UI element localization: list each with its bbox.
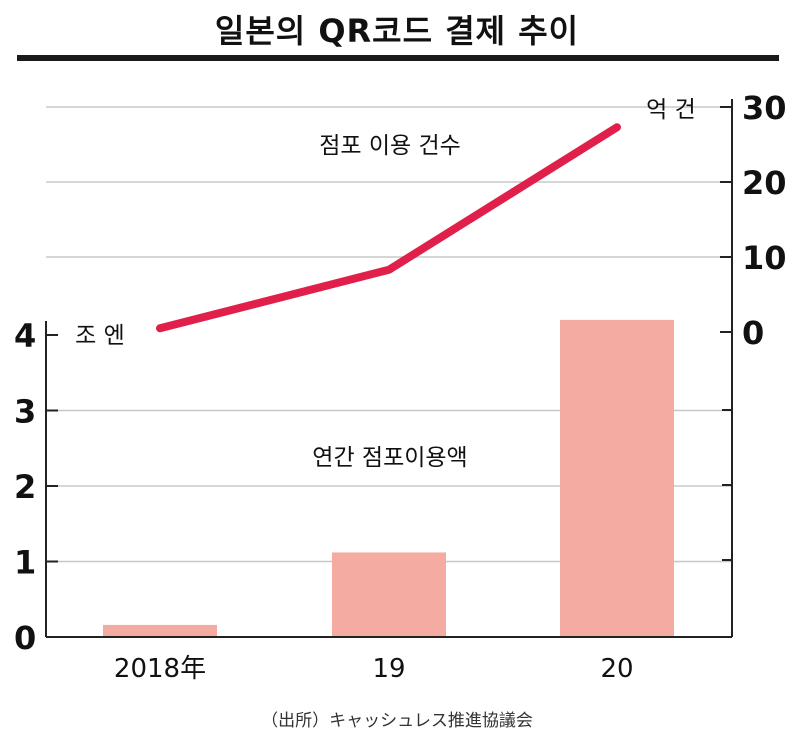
left-axis-unit: 조 엔 (75, 323, 125, 349)
bar (560, 319, 674, 637)
chart-labels: 점포 이용 건수 연간 점포이용액 억 건 조 엔 (75, 97, 696, 471)
x-axis-tick-label: 19 (372, 654, 405, 684)
x-axis-tick-label: 20 (600, 654, 633, 684)
chart-title: 일본의 QR코드 결제 추이 (214, 12, 580, 50)
right-axis-tick-label: 0 (742, 314, 764, 352)
bar (332, 552, 446, 637)
line-series (156, 123, 621, 333)
left-axis-tick-label: 0 (14, 619, 36, 657)
right-axis-unit: 억 건 (646, 97, 696, 123)
left-axis-tick-label: 4 (14, 317, 36, 355)
axes: 0 1 2 3 4 0 10 20 30 2018年 19 20 (14, 89, 787, 684)
bar-series (103, 319, 674, 637)
source-note: （出所）キャッシュレス推進協議会 (261, 711, 533, 731)
line-series-title: 점포 이용 건수 (319, 133, 461, 159)
bar-series-title: 연간 점포이용액 (312, 445, 467, 471)
bar (103, 624, 217, 637)
title-divider (17, 55, 779, 61)
right-axis-tick-label: 30 (742, 89, 787, 127)
grid-lines (46, 106, 732, 563)
qr-payment-chart: 0 1 2 3 4 0 10 20 30 2018年 19 20 점포 이용 건수 연간 점포이용액 … (14, 89, 787, 684)
right-axis-tick-label: 10 (742, 239, 787, 277)
left-axis-tick-label: 3 (14, 393, 36, 431)
left-axis-tick-label: 1 (14, 544, 36, 582)
right-axis-tick-label: 20 (742, 164, 787, 202)
x-axis-tick-label: 2018年 (114, 654, 206, 684)
left-axis-tick-label: 2 (14, 468, 36, 506)
